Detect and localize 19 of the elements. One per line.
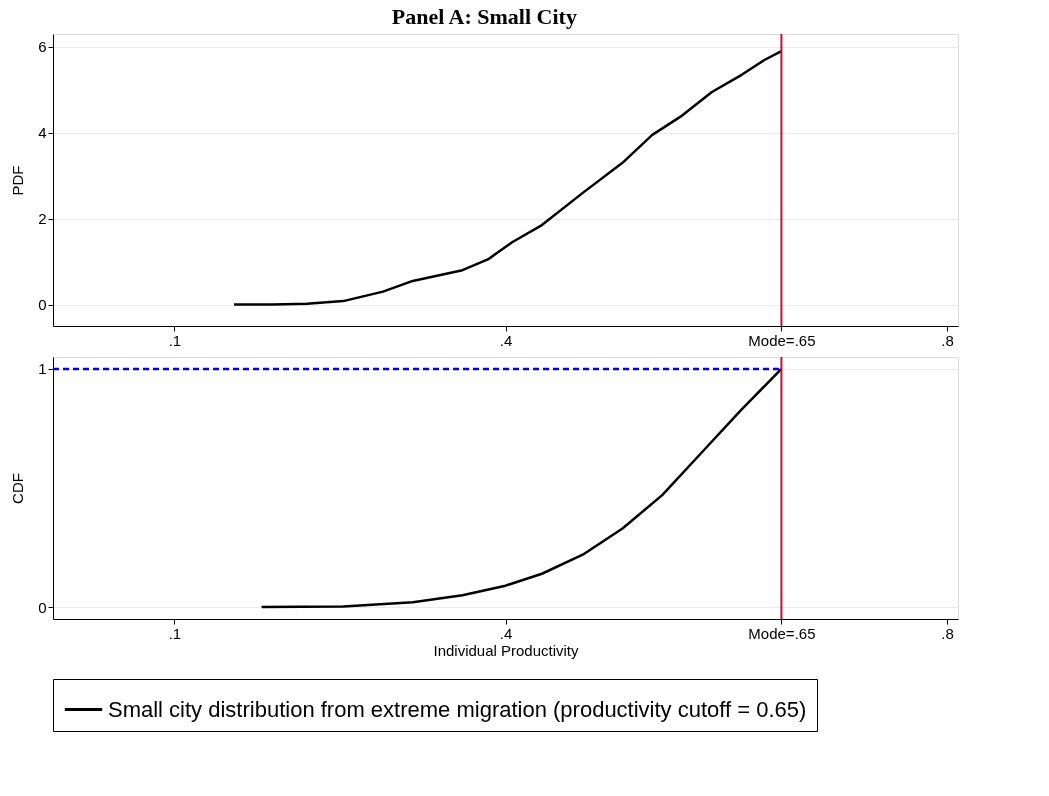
x-tick-label: .8: [941, 331, 954, 349]
x-tick-label: .4: [499, 331, 513, 349]
x-tick-label: .1: [168, 624, 182, 642]
x-tick-label: Mode=.65: [748, 331, 816, 349]
x-tick-label: .8: [941, 624, 954, 642]
x-tick-label: .1: [168, 331, 182, 349]
x-tick-label: Mode=.65: [748, 624, 816, 642]
y-tick-label: 0: [38, 296, 47, 314]
y-tick-label: 0: [38, 598, 47, 616]
x-tick-label: .4: [499, 624, 513, 642]
y-tick-label: 2: [38, 210, 47, 228]
y-axis-title: PDF: [9, 165, 27, 196]
y-tick-label: 6: [38, 38, 47, 56]
chart-title: Panel A: Small City: [391, 3, 577, 29]
y-tick-label: 1: [38, 360, 47, 378]
legend-label: Small city distribution from extreme migration (productivity cutoff = 0.65): [108, 696, 807, 722]
y-tick-label: 4: [38, 124, 47, 142]
y-axis-title: CDF: [9, 473, 27, 504]
x-axis-title: Individual Productivity: [433, 641, 580, 659]
